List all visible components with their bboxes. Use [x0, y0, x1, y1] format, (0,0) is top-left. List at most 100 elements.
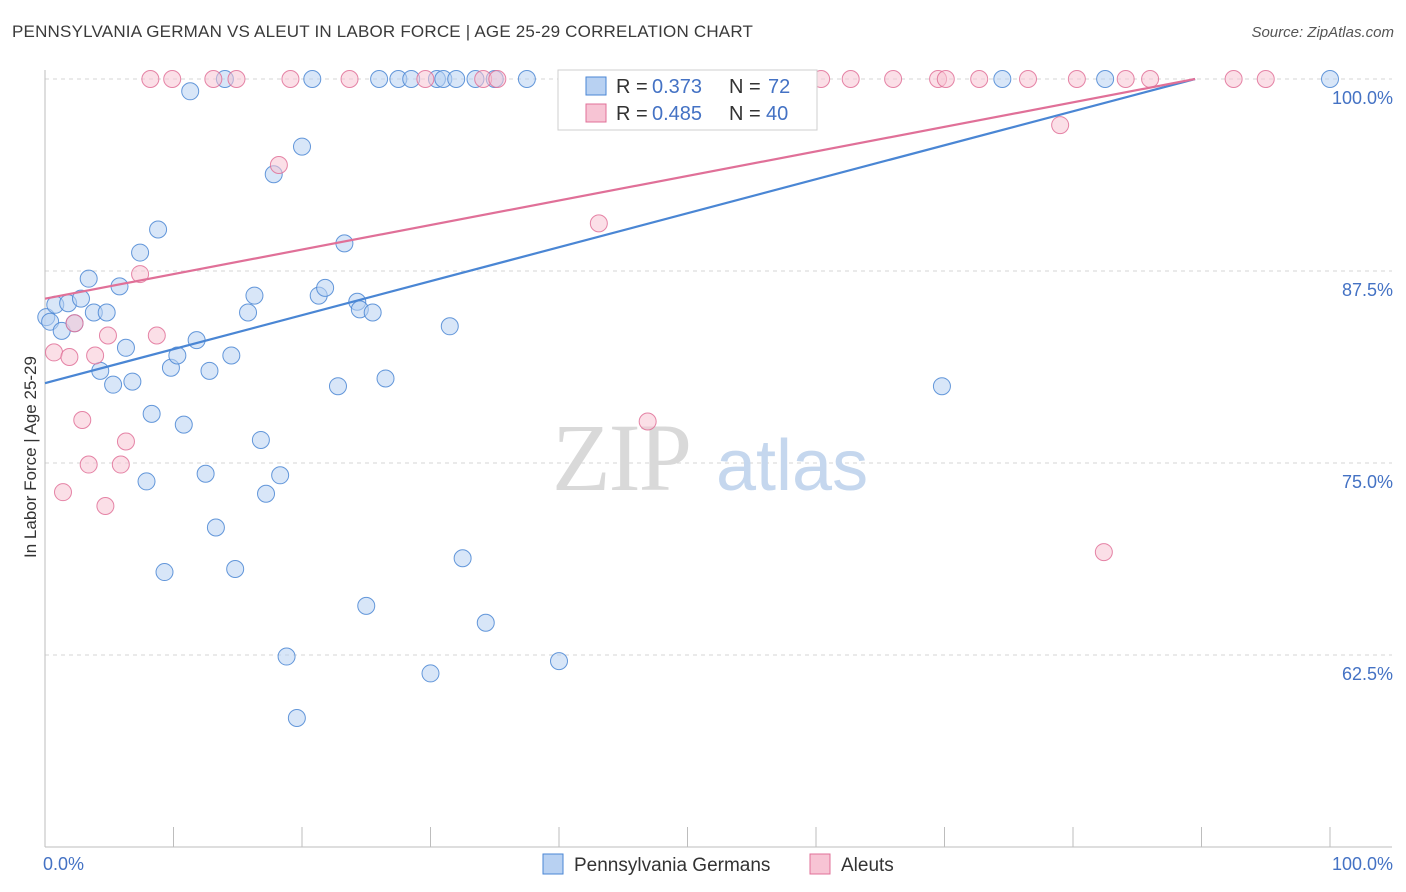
- chart-title: PENNSYLVANIA GERMAN VS ALEUT IN LABOR FO…: [12, 22, 754, 41]
- point-aleuts: [1067, 70, 1086, 88]
- point-pennsylvania-germans: [1096, 70, 1115, 88]
- axes: [44, 70, 1392, 848]
- point-aleuts: [147, 326, 166, 345]
- point-pennsylvania-germans: [226, 559, 245, 578]
- point-aleuts: [60, 348, 79, 367]
- point-aleuts: [841, 70, 860, 88]
- point-aleuts: [73, 410, 92, 429]
- point-pennsylvania-germans: [363, 303, 382, 322]
- legend-swatch-pennsylvania-germans: [542, 853, 564, 875]
- point-pennsylvania-germans: [181, 82, 200, 101]
- point-pennsylvania-germans: [137, 472, 156, 491]
- trend-line-pennsylvania-germans: [44, 77, 1196, 385]
- point-aleuts: [1019, 70, 1038, 88]
- legend-label-aleuts: Aleuts: [841, 855, 894, 876]
- point-pennsylvania-germans: [328, 377, 347, 396]
- point-aleuts: [44, 343, 63, 362]
- watermark: ZIP atlas: [552, 404, 868, 511]
- point-pennsylvania-germans: [316, 278, 335, 297]
- legend-n-label: N =: [729, 76, 761, 98]
- point-pennsylvania-germans: [440, 317, 459, 336]
- point-aleuts: [98, 326, 117, 345]
- legend-swatch-blue: [585, 76, 607, 96]
- point-pennsylvania-germans: [251, 430, 270, 449]
- point-pennsylvania-germans: [271, 466, 290, 485]
- point-pennsylvania-germans: [222, 346, 241, 365]
- point-pennsylvania-germans: [376, 369, 395, 388]
- point-aleuts: [589, 214, 608, 233]
- source-label: Source: ZipAtlas.com: [1251, 24, 1394, 41]
- y-tick-label: 87.5%: [1342, 280, 1393, 300]
- point-pennsylvania-germans: [196, 464, 215, 483]
- point-pennsylvania-germans: [245, 286, 264, 305]
- point-pennsylvania-germans: [932, 377, 951, 396]
- point-pennsylvania-germans: [293, 137, 311, 156]
- point-pennsylvania-germans: [239, 303, 258, 322]
- point-pennsylvania-germans: [200, 361, 219, 380]
- point-pennsylvania-germans: [116, 338, 135, 357]
- point-aleuts: [79, 455, 98, 474]
- legend-r-label: R =: [616, 103, 648, 125]
- point-aleuts: [970, 70, 989, 88]
- y-tick-label: 100.0%: [1332, 88, 1393, 108]
- point-aleuts: [1141, 70, 1160, 88]
- point-pennsylvania-germans: [421, 664, 440, 683]
- point-pennsylvania-germans: [131, 243, 150, 262]
- legend-swatch-aleuts: [809, 853, 831, 875]
- gridlines: [45, 78, 1392, 656]
- legend-swatch-pink: [585, 103, 607, 123]
- watermark-atlas: atlas: [716, 426, 868, 506]
- point-pennsylvania-germans: [257, 484, 276, 503]
- point-aleuts: [1116, 70, 1135, 88]
- point-aleuts: [1224, 70, 1243, 88]
- point-pennsylvania-germans: [123, 372, 142, 391]
- y-tick-label: 62.5%: [1342, 664, 1393, 684]
- point-aleuts: [488, 70, 507, 88]
- point-aleuts: [340, 70, 359, 88]
- trend-lines: [44, 77, 1196, 385]
- point-pennsylvania-germans: [104, 375, 123, 394]
- point-pennsylvania-germans: [517, 70, 536, 88]
- watermark-zip: ZIP: [552, 404, 690, 511]
- trend-line-aleuts: [44, 77, 1196, 300]
- y-axis-title: In Labor Force | Age 25-29: [21, 356, 40, 558]
- legend-n-value: 40: [766, 103, 788, 125]
- point-pennsylvania-germans: [453, 549, 472, 568]
- point-pennsylvania-germans: [357, 596, 376, 615]
- point-pennsylvania-germans: [550, 652, 568, 671]
- point-aleuts: [86, 346, 105, 365]
- point-pennsylvania-germans: [303, 70, 322, 88]
- point-aleuts: [1094, 543, 1113, 562]
- point-aleuts: [638, 412, 657, 431]
- point-aleuts: [1051, 116, 1070, 135]
- point-pennsylvania-germans: [168, 346, 187, 365]
- legend-label-pennsylvania-germans: Pennsylvania Germans: [574, 855, 770, 876]
- x-tick-label: 0.0%: [43, 854, 84, 874]
- point-pennsylvania-germans: [476, 613, 495, 632]
- legend-n-label: N =: [729, 103, 761, 125]
- legend-bottom: Pennsylvania Germans Aleuts: [542, 853, 894, 876]
- x-tick-labels: 0.0% 100.0%: [43, 854, 1393, 874]
- point-aleuts: [269, 156, 288, 175]
- point-pennsylvania-germans: [993, 70, 1012, 88]
- point-aleuts: [65, 314, 84, 333]
- point-pennsylvania-germans: [71, 289, 90, 308]
- legend-r-label: R =: [616, 76, 648, 98]
- data-points: [37, 70, 1339, 727]
- point-pennsylvania-germans: [447, 70, 466, 88]
- point-aleuts: [131, 265, 150, 284]
- point-aleuts: [936, 70, 955, 88]
- point-aleuts: [1256, 70, 1275, 88]
- point-aleuts: [281, 70, 300, 88]
- point-pennsylvania-germans: [187, 331, 206, 350]
- point-aleuts: [116, 432, 135, 451]
- point-aleuts: [884, 70, 903, 88]
- point-aleuts: [416, 70, 435, 88]
- point-aleuts: [141, 70, 160, 88]
- x-tick-label: 100.0%: [1332, 854, 1393, 874]
- point-pennsylvania-germans: [174, 415, 193, 434]
- y-tick-label: 75.0%: [1342, 472, 1393, 492]
- point-pennsylvania-germans: [79, 269, 98, 288]
- legend-r-value: 0.373: [652, 76, 702, 98]
